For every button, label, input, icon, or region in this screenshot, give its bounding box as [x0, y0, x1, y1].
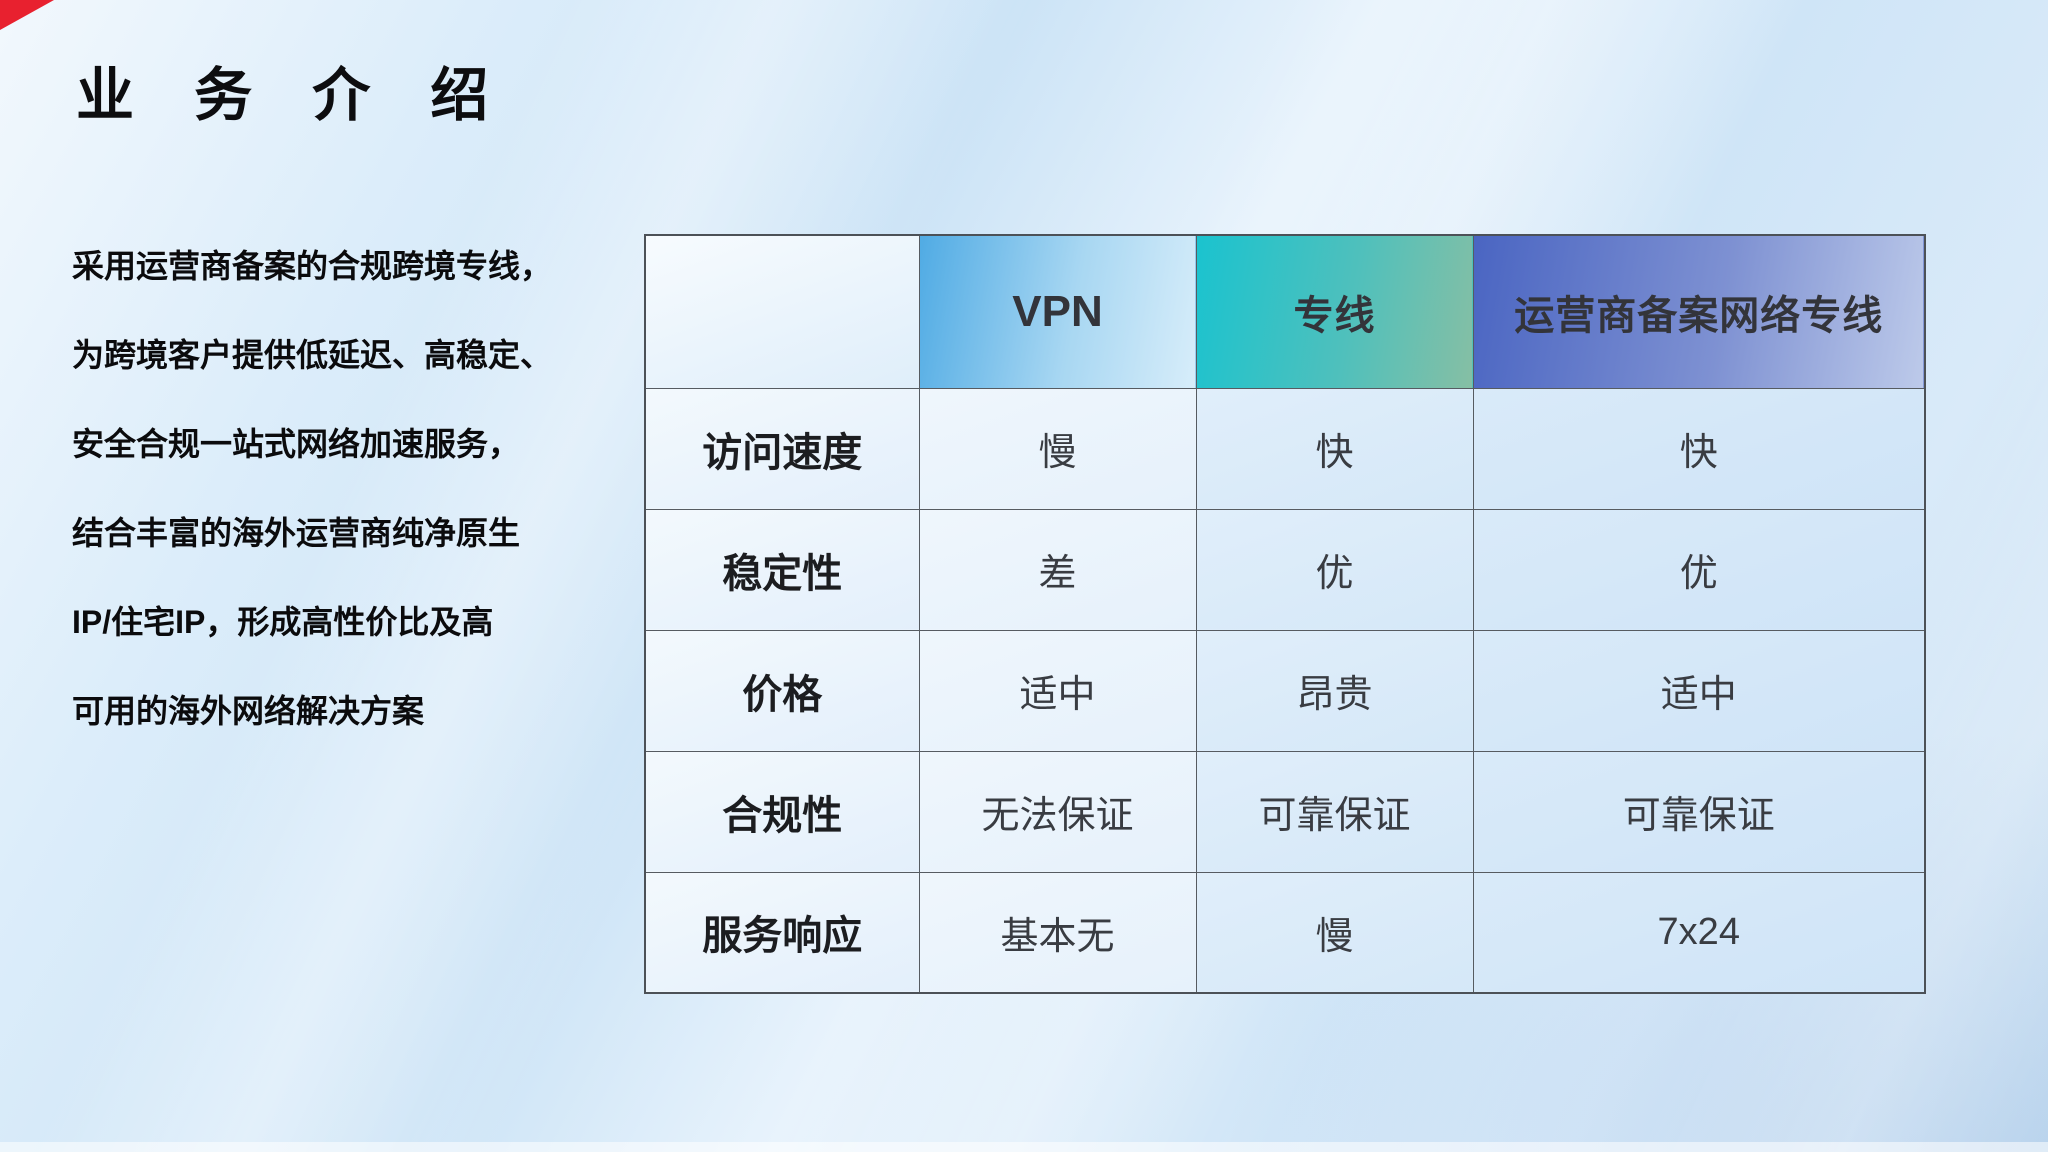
table-row: 价格 适中 昂贵 适中: [644, 629, 1926, 752]
table-row: 稳定性 差 优 优: [644, 508, 1926, 631]
cell-value: 昂贵: [1195, 629, 1474, 752]
header-carrier-registered-line: 运营商备案网络专线: [1472, 234, 1926, 389]
cell-value: 可靠保证: [1472, 750, 1926, 873]
cell-value: 快: [1472, 387, 1926, 510]
header-empty-cell: [644, 234, 920, 389]
intro-line: 为跨境客户提供低延迟、高稳定、: [72, 337, 553, 373]
cell-value: 7x24: [1472, 871, 1926, 994]
intro-paragraph: 采用运营商备案的合规跨境专线， 为跨境客户提供低延迟、高稳定、 安全合规一站式网…: [72, 222, 647, 756]
page-title: 业 务 介 绍: [76, 63, 511, 128]
intro-line: IP/住宅IP，形成高性价比及高: [72, 604, 494, 640]
cell-value: 可靠保证: [1195, 750, 1474, 873]
cell-value: 适中: [1472, 629, 1926, 752]
cell-value: 慢: [918, 387, 1197, 510]
table-row: 访问速度 慢 快 快: [644, 387, 1926, 510]
row-label-service-response: 服务响应: [644, 871, 920, 994]
table-header-row: VPN 专线 运营商备案网络专线: [644, 234, 1926, 389]
comparison-table: VPN 专线 运营商备案网络专线 访问速度 慢 快 快 稳定性 差 优 优 价格…: [644, 234, 1926, 994]
row-label-access-speed: 访问速度: [644, 387, 920, 510]
intro-line: 结合丰富的海外运营商纯净原生: [72, 515, 521, 551]
header-dedicated-line: 专线: [1195, 234, 1474, 389]
cell-value: 优: [1472, 508, 1926, 631]
cell-value: 无法保证: [918, 750, 1197, 873]
intro-line: 可用的海外网络解决方案: [72, 693, 425, 729]
cell-value: 基本无: [918, 871, 1197, 994]
table-row: 服务响应 基本无 慢 7x24: [644, 871, 1926, 994]
row-label-price: 价格: [644, 629, 920, 752]
cell-value: 优: [1195, 508, 1474, 631]
cell-value: 快: [1195, 387, 1474, 510]
cell-value: 慢: [1195, 871, 1474, 994]
red-corner-accent-icon: [0, 0, 54, 30]
header-vpn: VPN: [918, 234, 1197, 389]
row-label-stability: 稳定性: [644, 508, 920, 631]
cell-value: 适中: [918, 629, 1197, 752]
intro-line: 采用运营商备案的合规跨境专线，: [72, 248, 553, 284]
intro-line: 安全合规一站式网络加速服务，: [72, 426, 521, 462]
table-row: 合规性 无法保证 可靠保证 可靠保证: [644, 750, 1926, 873]
row-label-compliance: 合规性: [644, 750, 920, 873]
cell-value: 差: [918, 508, 1197, 631]
